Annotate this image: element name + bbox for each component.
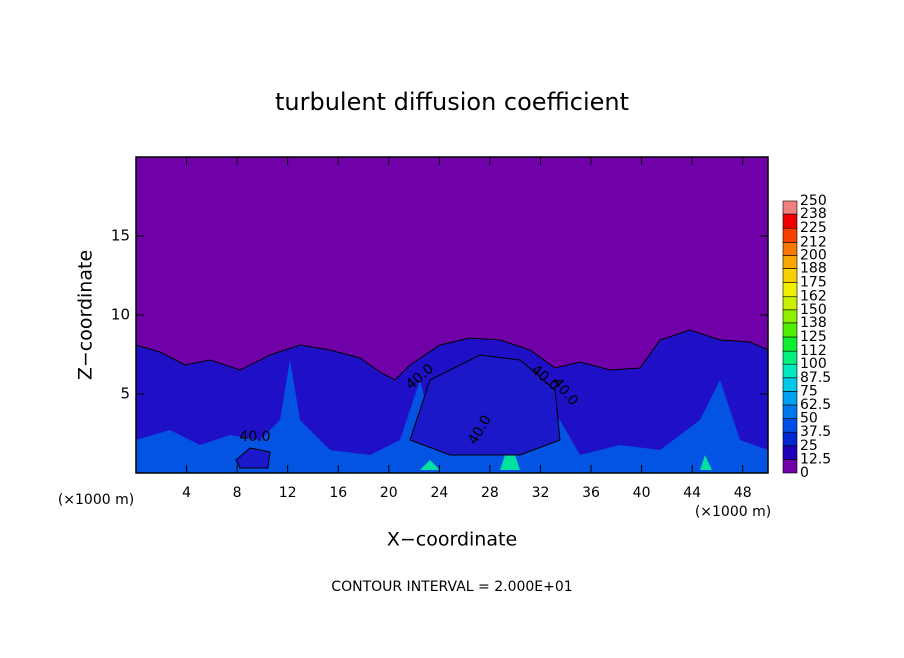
colorbar-label: 25 [800, 438, 818, 454]
colorbar-label: 100 [800, 356, 827, 372]
y-tick-label: 5 [120, 385, 130, 403]
contour-label: 40.0 [239, 429, 270, 445]
footer: CONTOUR INTERVAL = 2.000E+01 [331, 579, 572, 595]
colorbar-segment [782, 350, 798, 365]
x-axis-title: X−coordinate [387, 529, 517, 551]
colorbar-label: 12.5 [800, 451, 831, 467]
field-contour [235, 447, 271, 469]
x-tick-label: 44 [683, 485, 701, 501]
x-tick-label: 12 [279, 485, 297, 501]
colorbar-label: 175 [800, 275, 827, 291]
colorbar-label: 138 [800, 315, 827, 331]
colorbar-segment [782, 255, 798, 269]
colorbar-segment [782, 322, 798, 338]
x-tick-label: 4 [182, 485, 191, 501]
colorbar-label: 62.5 [800, 397, 831, 413]
colorbar-segment [782, 445, 798, 460]
y-axis-title: Z−coordinate [75, 250, 97, 380]
colorbar-label: 225 [800, 220, 827, 236]
x-tick-label: 40 [633, 485, 651, 501]
colorbar-segment [782, 200, 798, 215]
colorbar-segment [782, 431, 798, 447]
colorbar-segment [782, 282, 798, 298]
x-tick-label: 8 [233, 485, 242, 501]
colorbar-segment [782, 242, 798, 256]
x-tick-label: 48 [734, 485, 752, 501]
colorbar-label: 0 [800, 465, 809, 481]
colorbar-segment [782, 309, 798, 324]
y-tick-label: 10 [111, 306, 130, 324]
colorbar-label: 212 [800, 234, 827, 250]
colorbar-label: 150 [800, 302, 827, 318]
colorbar-label: 238 [800, 206, 827, 222]
x-tick-label: 24 [430, 485, 448, 501]
colorbar-label: 37.5 [800, 424, 831, 440]
colorbar-segment [782, 227, 798, 243]
colorbar-segment [782, 459, 798, 474]
field [135, 157, 769, 474]
y-tick-label: 15 [111, 227, 130, 245]
colorbar-label: 75 [800, 383, 818, 399]
chart-title: turbulent diffusion coefficient [275, 88, 629, 116]
colorbar-segment [782, 377, 798, 392]
x-unit: (×1000 m) [58, 492, 134, 508]
colorbar-segment [782, 296, 798, 311]
colorbar-label: 112 [800, 343, 827, 359]
colorbar-label: 188 [800, 260, 827, 276]
x-unit: (×1000 m) [695, 504, 771, 520]
colorbar-segment [782, 336, 798, 352]
colorbar-label: 87.5 [800, 370, 831, 386]
colorbar-label: 50 [800, 411, 818, 427]
x-tick-label: 20 [380, 485, 398, 501]
x-tick-label: 32 [532, 485, 550, 501]
colorbar-label: 200 [800, 247, 827, 263]
colorbar-segment [782, 391, 798, 406]
colorbar-segment [782, 418, 798, 433]
colorbar-label: 125 [800, 329, 827, 345]
colorbar-label: 250 [800, 193, 827, 209]
colorbar-segment [782, 213, 798, 229]
colorbar-segment [782, 268, 798, 283]
x-tick-label: 16 [329, 485, 347, 501]
colorbar-label: 162 [800, 289, 827, 305]
field-region [136, 360, 768, 473]
field-contour [409, 354, 561, 456]
x-tick-label: 28 [481, 485, 499, 501]
colorbar-segment [782, 363, 798, 379]
colorbar-segment [782, 404, 798, 419]
x-tick-label: 36 [582, 485, 600, 501]
